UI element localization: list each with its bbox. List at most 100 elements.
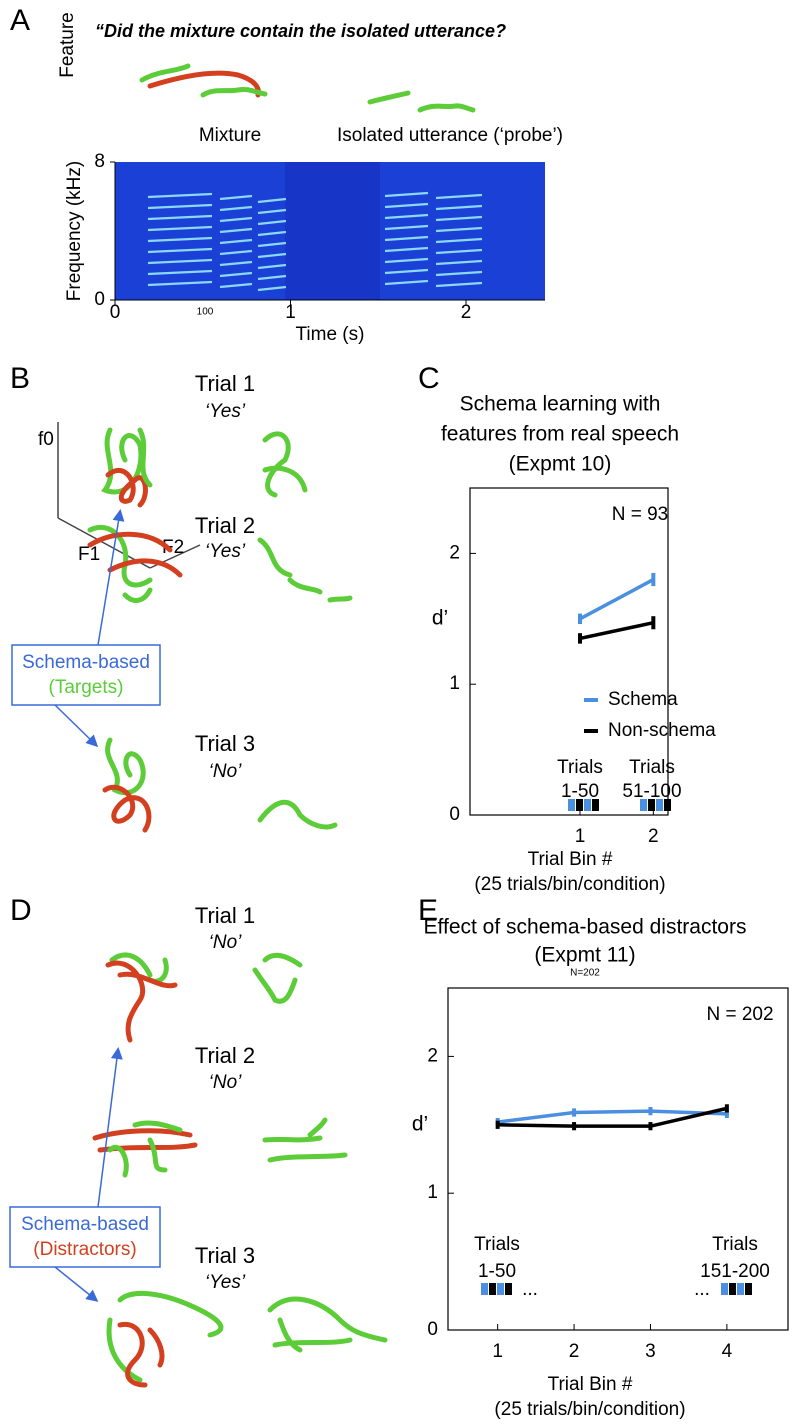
callout-box <box>11 644 161 706</box>
harmonic <box>384 257 429 264</box>
trial-square <box>640 799 647 811</box>
harmonic <box>384 191 429 198</box>
harmonic <box>257 241 287 248</box>
panel-label: A <box>10 4 30 37</box>
harmonic <box>384 235 429 242</box>
harmonic <box>435 270 483 277</box>
x-tick-label: 0 <box>110 302 121 323</box>
trial-answer: ‘No’ <box>209 1072 243 1093</box>
harmonic <box>384 279 429 286</box>
harmonic <box>147 236 213 243</box>
axis-label: F1 <box>78 544 100 565</box>
harmonic <box>257 285 287 292</box>
harmonic <box>147 269 213 276</box>
trial-answer: ‘Yes’ <box>205 541 246 562</box>
chart-title: features from real speech <box>441 423 679 446</box>
y-tick-label: 1 <box>427 1182 438 1203</box>
spectrogram-axes: 0 8 0 1 2 <box>94 151 545 323</box>
annotation: Trials <box>712 1234 758 1255</box>
harmonic <box>435 248 483 255</box>
trial-title: Trial 3 <box>195 731 255 756</box>
harmonic <box>435 204 483 211</box>
x-axis-label: Trial Bin # <box>528 849 613 870</box>
trial-answer: ‘No’ <box>209 761 243 782</box>
axis-label: F2 <box>162 537 184 558</box>
harmonic <box>147 247 213 254</box>
trial-square <box>584 799 591 811</box>
harmonic <box>435 237 483 244</box>
harmonic <box>435 226 483 233</box>
arrow <box>97 1047 123 1208</box>
feature-curves <box>87 427 353 833</box>
harmonic <box>257 274 287 281</box>
arrow <box>54 1266 99 1302</box>
harmonic <box>384 224 429 231</box>
trial-square <box>576 799 583 811</box>
harmonic <box>435 215 483 222</box>
chart-note: N=202 <box>570 968 600 979</box>
trial-square <box>481 1283 488 1295</box>
x-tick-label: 3 <box>645 1341 656 1362</box>
trial-answer: ‘Yes’ <box>205 401 246 422</box>
feature-curves <box>92 952 388 1388</box>
y-tick-label: 0 <box>449 804 460 825</box>
annotation: Trials <box>557 757 603 778</box>
y-axis-label: d’ <box>412 1112 428 1135</box>
axis-label: f0 <box>38 429 54 450</box>
y-axis-label: d’ <box>432 606 448 629</box>
harmonic <box>384 268 429 275</box>
trial-title: Trial 2 <box>195 1043 255 1068</box>
harmonic <box>219 249 253 256</box>
harmonic <box>219 205 253 212</box>
harmonic <box>147 225 213 232</box>
legend-label: Non-schema <box>608 720 716 741</box>
x-axis-label: Trial Bin # <box>548 1374 633 1395</box>
annotation: 51-100 <box>622 781 681 802</box>
x-tick-label: 1 <box>575 826 586 847</box>
trial-title: Trial 1 <box>195 903 255 928</box>
chart-title: Schema learning with <box>460 393 661 416</box>
mixture-label: Mixture <box>199 125 261 146</box>
annotation: ... <box>694 1279 710 1300</box>
arrow <box>54 704 99 748</box>
x-axis-label: (25 trials/bin/condition) <box>474 874 665 895</box>
x-axis-label: (25 trials/bin/condition) <box>494 1399 685 1420</box>
harmonic <box>147 192 213 199</box>
trial-title: Trial 3 <box>195 1243 255 1268</box>
harmonic <box>219 194 253 201</box>
harmonic <box>147 280 213 287</box>
series-line <box>579 578 655 621</box>
annotation: Trials <box>629 757 675 778</box>
annotation: N = 202 <box>706 1004 773 1025</box>
question: “Did the mixture contain the isolated ut… <box>95 21 506 41</box>
harmonic <box>257 208 287 215</box>
panel-label: D <box>10 894 32 927</box>
harmonic <box>147 203 213 210</box>
harmonic <box>257 219 287 226</box>
harmonic <box>257 263 287 270</box>
panel-label: B <box>10 362 30 395</box>
harmonic <box>257 197 287 204</box>
annotation: ... <box>522 1279 538 1300</box>
chart-title: Effect of schema-based distractors <box>424 916 747 939</box>
plot-frame <box>447 987 789 1331</box>
trial-square <box>656 799 663 811</box>
chart-title: (Expmt 11) <box>534 944 635 967</box>
x-tick-label: 2 <box>569 1341 580 1362</box>
harmonic <box>219 227 253 234</box>
y-tick-label: 0 <box>94 289 105 310</box>
callout-text: (Targets) <box>49 677 124 698</box>
arrow <box>97 509 125 646</box>
trial-square <box>729 1283 736 1295</box>
series-line <box>497 1106 728 1128</box>
harmonic <box>147 214 213 221</box>
x-tick-label: 2 <box>648 826 659 847</box>
callout-text: (Distractors) <box>33 1239 136 1260</box>
harmonic <box>147 258 213 265</box>
trial-square <box>721 1283 728 1295</box>
trial-title: Trial 1 <box>195 371 255 396</box>
x-tick-label: 1 <box>285 302 296 323</box>
legend-label: Schema <box>608 689 678 710</box>
y-tick-label: 0 <box>427 1319 438 1340</box>
series-line <box>579 621 654 641</box>
